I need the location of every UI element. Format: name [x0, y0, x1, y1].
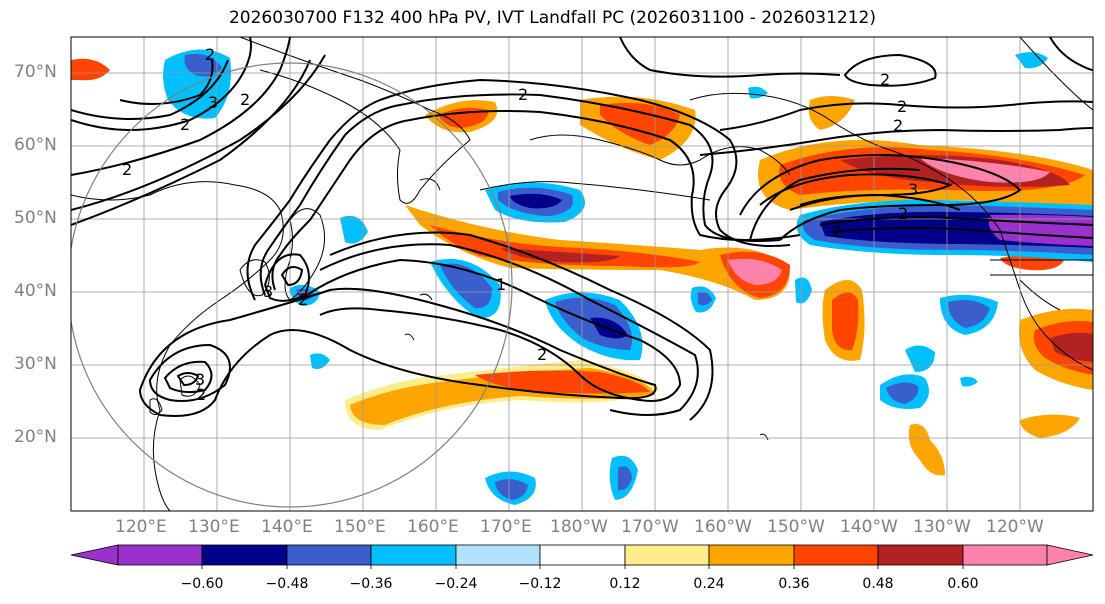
- contour-label: 2: [518, 85, 528, 104]
- lat-label: 20°N: [14, 427, 57, 447]
- analysis-radius-circle: [71, 62, 513, 508]
- lon-label: 130°E: [188, 517, 240, 537]
- contour-label: 1: [496, 275, 506, 294]
- gridlines: [71, 37, 1093, 511]
- map-title: 2026030700 F132 400 hPa PV, IVT Landfall…: [228, 8, 876, 28]
- colorbar-min-extend: [70, 544, 119, 566]
- contour-label: 2: [832, 222, 842, 241]
- lon-label: 160°E: [407, 517, 459, 537]
- lon-label: 170°W: [621, 517, 679, 537]
- contour-label: 3: [208, 93, 218, 112]
- colorbar-bin: [117, 544, 203, 566]
- colorbar-tick-label: 0.12: [609, 576, 641, 592]
- positive-shading: [71, 58, 1093, 476]
- map-frame: [70, 36, 1094, 512]
- lon-label: 160°W: [694, 517, 752, 537]
- colorbar-tick-label: 0.48: [862, 576, 894, 592]
- colorbar: [70, 544, 1094, 569]
- colorbar-bin: [877, 544, 964, 566]
- contour-labels: 2 3 2 2 2 2 3 3 2 2 1 2 2 2 2 2 3 2: [122, 45, 918, 404]
- contour-label: 2: [205, 45, 215, 64]
- contour-label: 2: [537, 345, 547, 364]
- colorbar-bin: [201, 544, 288, 566]
- contour-label: 2: [298, 290, 308, 309]
- colorbar-bin: [708, 544, 795, 566]
- contour-label: 3: [908, 180, 918, 199]
- lon-label: 170°E: [480, 517, 532, 537]
- colorbar-bin: [539, 544, 626, 566]
- colorbar-max-extend: [1046, 544, 1094, 566]
- contour-label: 2: [897, 97, 907, 116]
- lon-label: 180°W: [550, 517, 608, 537]
- contour-label: 3: [195, 370, 205, 389]
- colorbar-bin: [370, 544, 457, 566]
- colorbar-tick-label: −0.24: [434, 576, 478, 592]
- lat-label: 50°N: [14, 208, 57, 228]
- lon-label: 150°E: [334, 517, 386, 537]
- contour-label: 2: [180, 115, 190, 134]
- lat-label: 60°N: [14, 135, 57, 155]
- colorbar-tick-label: −0.36: [349, 576, 393, 592]
- contour-label: 2: [196, 385, 206, 404]
- lat-label: 40°N: [14, 281, 57, 301]
- colorbar-tick-label: −0.48: [265, 576, 309, 592]
- lon-label: 120°E: [115, 517, 167, 537]
- lat-label: 30°N: [14, 354, 57, 374]
- contour-label: 2: [240, 90, 250, 109]
- lon-label: 130°W: [913, 517, 971, 537]
- lon-label: 150°W: [767, 517, 825, 537]
- colorbar-tick-label: −0.12: [518, 576, 562, 592]
- contour-label: 2: [898, 204, 908, 223]
- colorbar-tick-label: 0.24: [693, 576, 725, 592]
- colorbar-tick-label: 0.60: [947, 576, 979, 592]
- contour-label: 2: [880, 70, 890, 89]
- contour-label: 2: [893, 116, 903, 135]
- lon-label: 140°E: [261, 517, 313, 537]
- pv-contours: [71, 37, 1093, 421]
- colorbar-bin: [793, 544, 879, 566]
- contour-label: 2: [122, 160, 132, 179]
- lon-label: 140°W: [840, 517, 898, 537]
- colorbar-bin: [962, 544, 1048, 566]
- lon-label: 120°W: [986, 517, 1044, 537]
- colorbar-bin: [455, 544, 541, 566]
- lat-label: 70°N: [14, 62, 57, 82]
- colorbar-bin: [624, 544, 710, 566]
- contour-label: 3: [263, 282, 273, 301]
- colorbar-bin: [286, 544, 372, 566]
- colorbar-tick-label: −0.60: [180, 576, 224, 592]
- colorbar-tick-label: 0.36: [778, 576, 810, 592]
